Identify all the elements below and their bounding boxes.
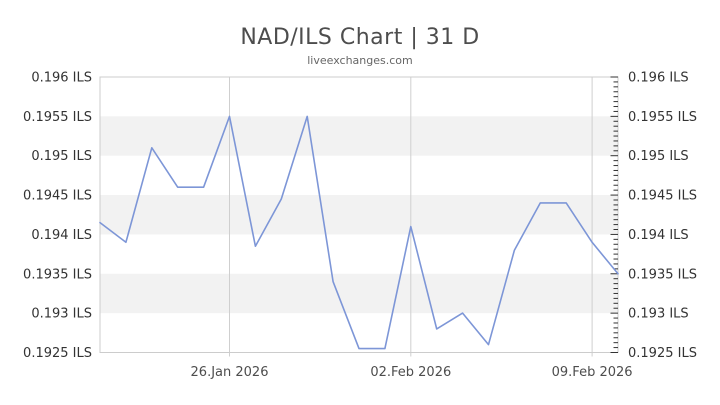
y-axis-label-right: 0.1955 ILS — [628, 110, 697, 125]
y-axis-label-right: 0.1935 ILS — [628, 267, 697, 282]
x-axis-label: 26.Jan 2026 — [191, 365, 269, 380]
y-axis-label-left: 0.1925 ILS — [23, 346, 92, 361]
x-axis-label: 09.Feb 2026 — [552, 365, 633, 380]
y-axis-label-right: 0.1925 ILS — [628, 346, 697, 361]
y-axis-label-right: 0.193 ILS — [628, 307, 689, 322]
y-axis-label-right: 0.194 ILS — [628, 228, 689, 243]
price-line — [99, 115, 619, 350]
zebra-band — [100, 195, 618, 235]
x-axis-label: 02.Feb 2026 — [370, 365, 451, 380]
y-axis-label-left: 0.1945 ILS — [23, 189, 92, 204]
zebra-band — [100, 116, 618, 156]
y-axis-label-left: 0.194 ILS — [31, 228, 92, 243]
y-axis-label-right: 0.196 ILS — [628, 71, 689, 86]
y-axis-label-left: 0.195 ILS — [31, 149, 92, 164]
y-axis-label-left: 0.193 ILS — [31, 307, 92, 322]
y-axis-label-left: 0.1935 ILS — [23, 267, 92, 282]
chart-title: NAD/ILS Chart | 31 D — [240, 25, 480, 50]
y-axis-label-right: 0.195 ILS — [628, 149, 689, 164]
zebra-band — [100, 273, 618, 314]
y-axis-label-right: 0.1945 ILS — [628, 189, 697, 204]
y-axis-label-left: 0.196 ILS — [31, 71, 92, 86]
y-axis-label-left: 0.1955 ILS — [23, 110, 92, 125]
chart-subtitle: liveexchanges.com — [307, 54, 413, 67]
